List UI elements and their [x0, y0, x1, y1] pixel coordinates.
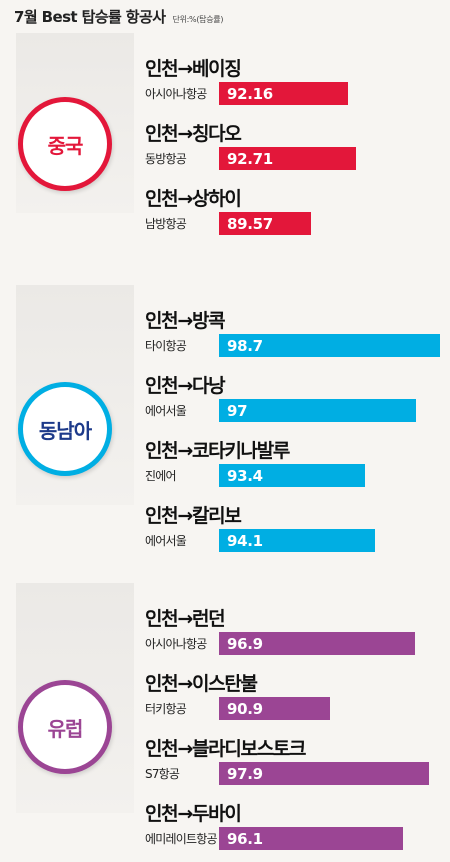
data-bar: 97.9 [219, 762, 429, 785]
airline-label: 아시아나항공 [145, 637, 207, 651]
route-label: 인천→칭다오 [145, 123, 242, 145]
bar-value-label: 92.71 [227, 149, 273, 168]
bar-value-label: 96.1 [227, 829, 263, 848]
route-label: 인천→상하이 [145, 188, 242, 210]
data-bar: 94.1 [219, 529, 375, 552]
route-label: 인천→방콕 [145, 310, 226, 332]
data-bar: 96.1 [219, 827, 403, 850]
bar-value-label: 90.9 [227, 699, 263, 718]
airline-label: 타이항공 [145, 339, 187, 353]
bar-value-label: 97.9 [227, 764, 263, 783]
bar-value-label: 97 [227, 401, 248, 420]
bar-value-label: 89.57 [227, 214, 273, 233]
region-badge: 중국 [18, 97, 112, 191]
airline-label: S7항공 [145, 767, 180, 781]
airline-label: 에어서울 [145, 534, 187, 548]
airline-label: 진에어 [145, 469, 177, 483]
data-bar: 97 [219, 399, 416, 422]
bar-value-label: 98.7 [227, 336, 263, 355]
airline-label: 에미레이트항공 [145, 832, 217, 846]
data-bar: 90.9 [219, 697, 330, 720]
route-label: 인천→코타키나발루 [145, 440, 290, 462]
route-label: 인천→블라디보스토크 [145, 738, 307, 760]
route-label: 인천→다낭 [145, 375, 226, 397]
route-label: 인천→두바이 [145, 803, 242, 825]
region-badge: 유럽 [18, 680, 112, 774]
route-label: 인천→이스탄불 [145, 673, 258, 695]
bar-value-label: 96.9 [227, 634, 263, 653]
data-bar: 93.4 [219, 464, 365, 487]
data-bar: 96.9 [219, 632, 415, 655]
chart-header: 7월 Best 탑승률 항공사 단위:%(탑승률) [14, 6, 223, 27]
route-label: 인천→런던 [145, 608, 226, 630]
region-badge: 동남아 [18, 382, 112, 476]
airline-label: 에어서울 [145, 404, 187, 418]
route-label: 인천→베이징 [145, 58, 242, 80]
airline-label: 아시아나항공 [145, 87, 207, 101]
airline-label: 남방항공 [145, 217, 187, 231]
chart-unit: 단위:%(탑승률) [172, 15, 224, 24]
data-bar: 89.57 [219, 212, 311, 235]
region-label: 유럽 [47, 716, 84, 741]
region-label: 중국 [47, 133, 84, 158]
bar-value-label: 92.16 [227, 84, 273, 103]
data-bar: 98.7 [219, 334, 440, 357]
data-bar: 92.71 [219, 147, 356, 170]
airline-label: 동방항공 [145, 152, 187, 166]
route-label: 인천→칼리보 [145, 505, 242, 527]
bar-value-label: 94.1 [227, 531, 263, 550]
bar-value-label: 93.4 [227, 466, 263, 485]
airline-label: 터키항공 [145, 702, 187, 716]
chart-title: 7월 Best 탑승률 항공사 [14, 8, 166, 26]
region-label: 동남아 [38, 418, 92, 443]
data-bar: 92.16 [219, 82, 348, 105]
